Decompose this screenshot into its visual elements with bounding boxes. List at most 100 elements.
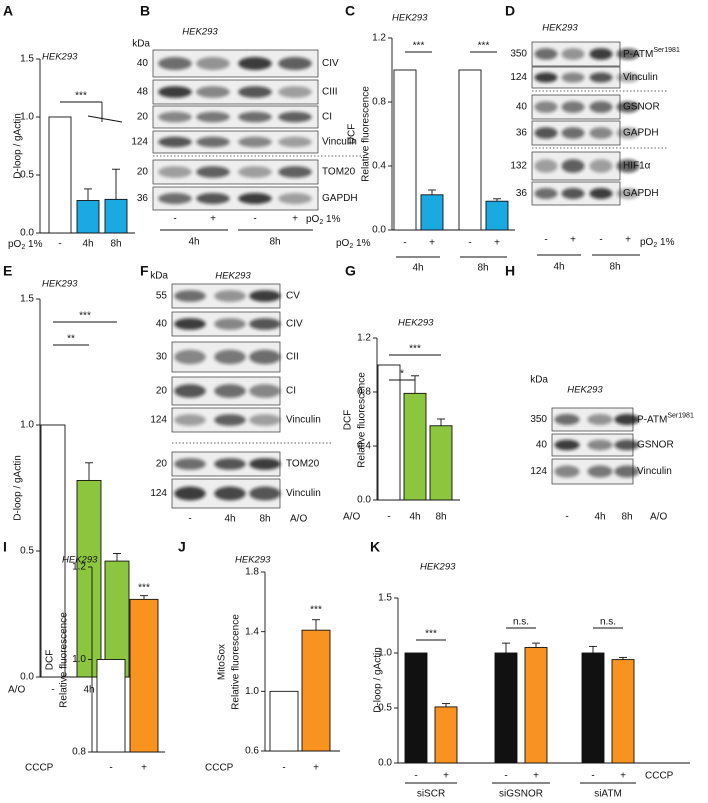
panel-letter: H: [505, 263, 515, 279]
band: [158, 166, 192, 178]
band: [196, 192, 230, 205]
band: [587, 465, 613, 478]
protein-label: P-ATMSer1981: [623, 47, 680, 59]
blot-title: HEK293: [182, 27, 218, 38]
y-tick-label: 0.4: [357, 441, 371, 452]
band: [214, 486, 246, 501]
molecular-weight: 40: [516, 102, 528, 113]
significance-label: ***: [425, 629, 437, 640]
y-tick-label: 1.5: [378, 593, 392, 604]
band: [561, 127, 585, 139]
significance-label: ***: [138, 583, 150, 594]
lane-label: 8h: [621, 512, 632, 523]
protein-label: P-ATMSer1981: [637, 413, 694, 425]
lane-label: 8h: [259, 514, 270, 525]
molecular-weight: 124: [131, 137, 148, 148]
blot-strip: [152, 186, 319, 211]
bar: [104, 198, 128, 234]
band: [196, 111, 230, 123]
band: [249, 384, 281, 398]
treatment-label: A/O: [290, 514, 307, 525]
band: [589, 159, 613, 173]
y-axis-label: MitoSox: [217, 644, 228, 680]
band: [534, 187, 558, 200]
lane-label: 4h: [224, 514, 235, 525]
band: [249, 290, 281, 302]
molecular-weight: 40: [156, 319, 168, 330]
y-axis-label: Relative fluorescence: [59, 612, 70, 708]
x-axis-label-sub: 2: [21, 244, 25, 251]
x-tick-label: -: [387, 512, 390, 523]
band: [174, 486, 206, 501]
lane-label: +: [292, 214, 298, 225]
band: [249, 318, 281, 330]
y-tick-label: 1.0: [20, 112, 34, 123]
band: [278, 111, 312, 123]
lane-label: +: [625, 235, 631, 246]
molecular-weight: 132: [510, 161, 527, 172]
protein-label: TOM20: [286, 459, 320, 470]
band: [561, 159, 585, 173]
protein-label: Vinculin: [322, 137, 357, 148]
band: [158, 57, 192, 70]
protein-label: CIII: [322, 87, 338, 98]
band: [278, 192, 312, 205]
x-axis-label: CCCP: [25, 763, 54, 774]
protein-label: Vinculin: [637, 466, 672, 477]
molecular-weight: 350: [510, 49, 527, 60]
group-label: 8h: [269, 237, 280, 248]
x-axis-label-sub: 2: [349, 243, 353, 250]
band: [561, 187, 585, 200]
bar: [494, 652, 518, 764]
significance-label: ***: [75, 91, 87, 102]
band: [614, 465, 640, 478]
band: [616, 48, 640, 60]
band: [554, 413, 580, 426]
x-tick-label: -: [282, 763, 285, 774]
lane-label: -: [599, 235, 602, 246]
treatment-label-sub: 2: [319, 219, 323, 226]
x-tick-label: -: [468, 238, 471, 249]
y-tick-label: 0.4: [372, 161, 386, 172]
treatment-label-main: pO: [306, 214, 320, 225]
band: [616, 72, 640, 83]
group-label: siATM: [594, 789, 622, 800]
lane-label: +: [210, 214, 216, 225]
group-label: 8h: [477, 263, 488, 274]
protein-label-sup: Ser1981: [653, 47, 680, 54]
significance-label: n.s.: [600, 617, 616, 628]
y-axis-label: DCF: [347, 124, 358, 145]
molecular-weight: 124: [530, 466, 547, 477]
bar: [420, 194, 444, 231]
bar: [404, 652, 428, 764]
group-label: 4h: [412, 263, 423, 274]
band: [238, 86, 272, 98]
group-label: 8h: [609, 262, 620, 273]
y-tick-label: 0.0: [20, 228, 34, 239]
y-axis-label: Relative fluorescence: [361, 86, 372, 182]
band: [238, 111, 272, 123]
protein-label: HIF1α: [623, 161, 651, 172]
band: [587, 413, 613, 426]
y-tick-label: 1.5: [20, 294, 34, 305]
molecular-weight: 20: [156, 386, 168, 397]
band: [534, 72, 558, 83]
x-tick-label: +: [533, 771, 539, 782]
x-axis-label: pO2 1%: [8, 239, 43, 252]
protein-label: Vinculin: [286, 415, 321, 426]
y-tick-label: 1.0: [20, 420, 34, 431]
chart-title: HEK293: [42, 52, 78, 63]
y-tick-label: 1.5: [20, 54, 34, 65]
band: [249, 414, 281, 426]
group-label: siGSNOR: [499, 789, 543, 800]
y-tick-label: 1.2: [72, 562, 86, 573]
x-tick-label: +: [429, 238, 435, 249]
y-tick-label: 1.2: [357, 333, 371, 344]
protein-label: CV: [286, 291, 300, 302]
bar: [429, 425, 453, 501]
treatment-label-sub: 2: [653, 242, 657, 249]
y-axis-label: DCF: [45, 650, 56, 671]
y-tick-label: 0.8: [72, 747, 86, 758]
